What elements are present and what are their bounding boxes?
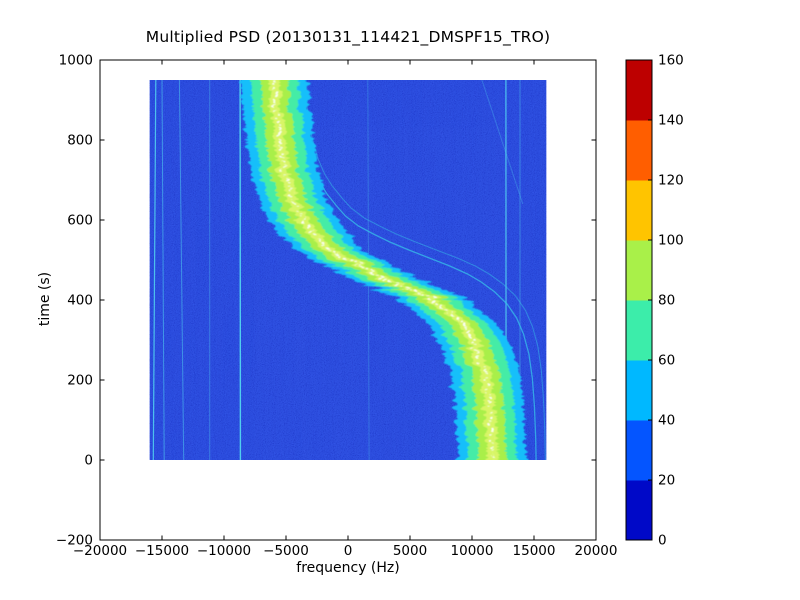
colorbar-tick-label: 140 [658,113,684,129]
y-tick-label: 600 [67,213,93,229]
colorbar-tick-label: 120 [658,173,684,189]
x-tick-label: 5000 [393,543,427,559]
y-ticks: −200 0 200 400 600 800 1000 [56,53,596,549]
colorbar-band [626,360,652,421]
colorbar-band [626,60,652,121]
rfi-line [161,80,165,460]
x-tick-label: −15000 [135,543,189,559]
rfi-line [178,80,185,460]
y-tick-label: 800 [67,133,93,149]
colorbar-tick-label: 160 [658,53,684,69]
y-tick-label: 400 [67,293,93,309]
rfi-line [152,80,157,460]
x-tick-label: 0 [344,543,353,559]
colorbar-band [626,180,652,241]
colorbar-band [626,420,652,481]
y-tick-label: 0 [84,453,93,469]
doppler-band [237,80,524,460]
x-axis-label: frequency (Hz) [296,560,400,576]
y-tick-label: 200 [67,373,93,389]
colorbar: 0 20 40 60 80 100 120 140 160 [625,53,684,549]
x-tick-label: 15000 [513,543,556,559]
colorbar-tick-label: 0 [658,533,667,549]
x-tick-label: 10000 [451,543,494,559]
colorbar-tick-label: 100 [658,233,684,249]
band-layer-80-100 [257,80,503,460]
x-ticks: −20000 −15000 −10000 −5000 0 5000 10000 15000 20… [73,60,618,559]
x-tick-label: 20000 [575,543,618,559]
colorbar-tick-label: 40 [658,413,675,429]
rfi-line [481,80,524,205]
colorbar-band [626,240,652,301]
colorbar-tick-label: 60 [658,353,675,369]
chart-title: Multiplied PSD (20130131_114421_DMSPF15_… [145,28,551,46]
x-tick-label: −5000 [263,543,309,559]
spectrogram-image [149,80,547,460]
colorbar-tick-label: 80 [658,293,675,309]
colorbar-tick-label: 20 [658,473,675,489]
center-trace [270,80,491,460]
y-axis-label: time (s) [37,271,53,327]
y-tick-label: −200 [56,533,93,549]
x-tick-label: −10000 [197,543,251,559]
colorbar-band [626,300,652,361]
y-tick-label: 1000 [59,53,93,69]
colorbar-band [626,120,652,181]
ghost-trace [303,80,546,460]
x-tick-label: −20000 [73,543,127,559]
colorbar-band [626,480,652,541]
